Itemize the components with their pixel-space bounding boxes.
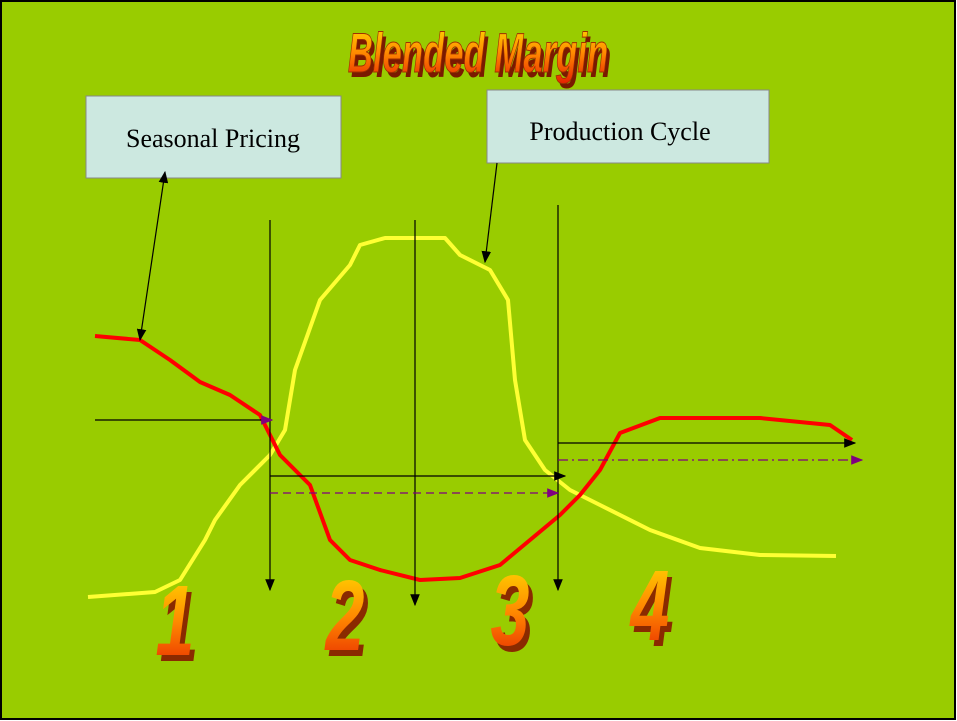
label-text: Seasonal Pricing xyxy=(126,124,300,153)
phase-shadow: 4 xyxy=(633,557,674,668)
phase-shadow: 3 xyxy=(495,562,534,673)
label-box xyxy=(486,89,770,164)
pricing-curve xyxy=(94,334,854,582)
phase-numbers: 11 22 33 44 xyxy=(156,551,674,683)
title-group: Blended Margin Blended Margin xyxy=(347,21,611,90)
label-box xyxy=(85,95,342,179)
phase-number: 4 xyxy=(629,551,670,662)
phase-shadow: 1 xyxy=(160,572,199,683)
callout-line xyxy=(136,170,169,342)
phase-number: 2 xyxy=(324,561,365,672)
phase-number: 3 xyxy=(491,556,530,667)
phase-shadow: 2 xyxy=(328,567,369,678)
callout-line xyxy=(481,162,498,264)
title: Blended Margin xyxy=(348,22,608,85)
arrows xyxy=(95,162,857,607)
label-text: Production Cycle xyxy=(529,117,710,146)
phase-number: 1 xyxy=(156,566,195,677)
title-shadow: Blended Margin xyxy=(351,27,611,90)
